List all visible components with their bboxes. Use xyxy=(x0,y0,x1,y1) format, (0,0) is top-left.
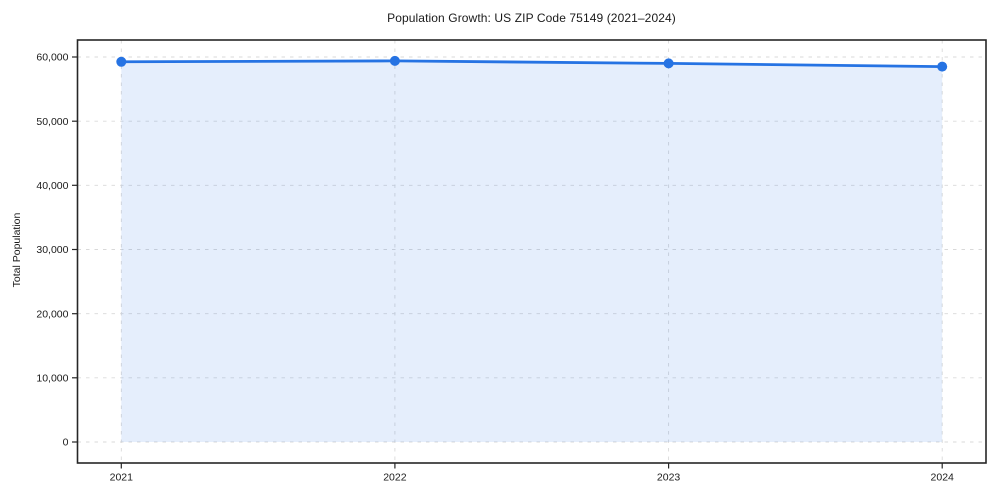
y-tick-label: 10,000 xyxy=(36,372,68,384)
y-tick-label: 30,000 xyxy=(36,244,68,256)
data-point-marker-2024 xyxy=(937,61,948,72)
data-point-marker-2021 xyxy=(116,56,127,67)
x-tick-label: 2021 xyxy=(110,472,134,484)
y-tick-label: 40,000 xyxy=(36,180,68,192)
x-tick-label: 2024 xyxy=(931,472,955,484)
x-tick-label: 2023 xyxy=(657,472,681,484)
y-tick-label: 60,000 xyxy=(36,52,68,64)
area-fill xyxy=(121,60,943,443)
x-tick-label: 2022 xyxy=(383,472,407,484)
data-point-marker-2022 xyxy=(389,55,400,66)
data-point-marker-2023 xyxy=(663,58,674,69)
plot-border xyxy=(76,39,987,464)
y-tick-label: 20,000 xyxy=(36,308,68,320)
trend-line xyxy=(119,59,944,68)
y-tick-label: 50,000 xyxy=(36,116,68,128)
y-tick-label: 0 xyxy=(63,437,69,449)
chart-title: Population Growth: US ZIP Code 75149 (20… xyxy=(387,11,676,25)
